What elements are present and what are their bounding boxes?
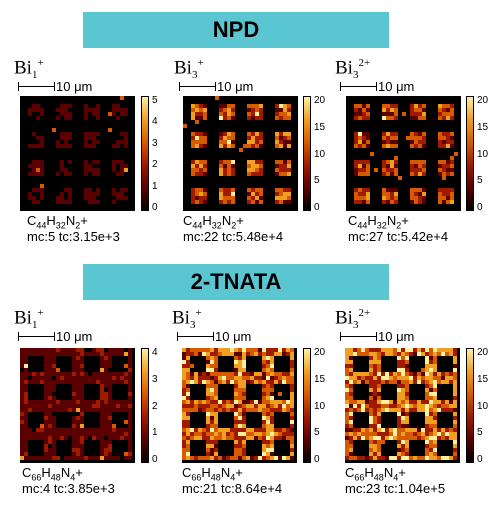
molecular-formula: C66H48N4+: [345, 465, 406, 483]
colorbar: [466, 96, 474, 211]
scale-bar-label: 10 μm: [378, 329, 415, 344]
colorbar-tick-label: 0: [314, 202, 320, 213]
scale-bar-label: 10 μm: [56, 329, 93, 344]
colorbar-tick-label: 5: [152, 95, 158, 106]
ion-label-bi32-row1: Bi32+: [335, 57, 371, 82]
colorbar-tick-label: 20: [477, 95, 489, 106]
ion-label-bi1-row1: Bi1+: [14, 57, 44, 82]
colorbar-tick-label: 0: [314, 454, 320, 465]
colorbar-tick-label: 20: [477, 347, 489, 358]
colorbar-tick-label: 1: [152, 180, 158, 192]
count-summary: mc:22 tc:5.48e+4: [183, 229, 284, 244]
tnata-banner: 2-TNATA: [83, 264, 389, 300]
count-summary: mc:27 tc:5.42e+4: [348, 229, 449, 244]
colorbar-tick-label: 0: [152, 202, 158, 213]
count-summary: mc:5 tc:3.15e+3: [27, 229, 120, 244]
colorbar-tick-label: 0: [477, 454, 483, 465]
npd-banner: NPD: [83, 12, 389, 48]
colorbar-tick-label: 15: [314, 373, 326, 385]
colorbar-tick-label: 3: [152, 137, 158, 149]
scale-bar-label: 10 μm: [56, 79, 93, 94]
colorbar-tick-label: 15: [314, 121, 326, 133]
molecular-formula: C44H32N2+: [348, 213, 409, 231]
colorbar-tick-label: 3: [152, 373, 158, 385]
colorbar-tick-label: 0: [477, 202, 483, 213]
colorbar: [303, 96, 311, 211]
colorbar-tick-label: 15: [477, 121, 489, 133]
colorbar-tick-label: 10: [477, 400, 489, 412]
colorbar-tick-label: 10: [314, 148, 326, 160]
ion-image-1: [20, 96, 135, 211]
colorbar-tick-label: 4: [152, 116, 158, 128]
ion-label-bi3-row1: Bi3+: [174, 57, 204, 82]
colorbar-tick-label: 20: [314, 95, 326, 106]
molecular-formula: C66H48N4+: [182, 465, 243, 483]
scale-bar-label: 10 μm: [215, 329, 252, 344]
colorbar-tick-label: 5: [314, 427, 320, 439]
ion-image-6: [345, 348, 460, 463]
molecular-formula: C44H32N2+: [183, 213, 244, 231]
ion-label-bi32-row2: Bi32+: [335, 307, 371, 332]
ion-image-2: [183, 96, 298, 211]
count-summary: mc:21 tc:8.64e+4: [182, 481, 283, 496]
colorbar-tick-label: 10: [314, 400, 326, 412]
colorbar-tick-label: 5: [477, 175, 483, 187]
ion-image-5: [182, 348, 297, 463]
colorbar-tick-label: 5: [477, 427, 483, 439]
scale-bar-label: 10 μm: [378, 79, 415, 94]
colorbar-tick-label: 4: [152, 347, 158, 358]
molecular-formula: C44H32N2+: [27, 213, 88, 231]
colorbar-tick-label: 10: [477, 148, 489, 160]
colorbar-tick-label: 15: [477, 373, 489, 385]
ion-label-bi1-row2: Bi1+: [14, 307, 44, 332]
ion-image-3: [346, 96, 461, 211]
colorbar: [466, 348, 474, 463]
colorbar: [141, 348, 149, 463]
colorbar: [141, 96, 149, 211]
colorbar-tick-label: 0: [152, 454, 158, 465]
count-summary: mc:23 tc:1.04e+5: [345, 481, 446, 496]
count-summary: mc:4 tc:3.85e+3: [22, 481, 115, 496]
scale-bar-label: 10 μm: [217, 79, 254, 94]
molecular-formula: C66H48N4+: [22, 465, 83, 483]
colorbar-tick-label: 2: [152, 159, 158, 171]
colorbar-tick-label: 20: [314, 347, 326, 358]
npd-banner-label: NPD: [212, 17, 260, 42]
colorbar: [303, 348, 311, 463]
ion-label-bi3-row2: Bi3+: [172, 307, 202, 332]
tnata-banner-label: 2-TNATA: [190, 269, 282, 294]
colorbar-tick-label: 1: [152, 427, 158, 439]
colorbar-tick-label: 5: [314, 175, 320, 187]
ion-image-4: [20, 348, 135, 463]
colorbar-tick-label: 2: [152, 400, 158, 412]
